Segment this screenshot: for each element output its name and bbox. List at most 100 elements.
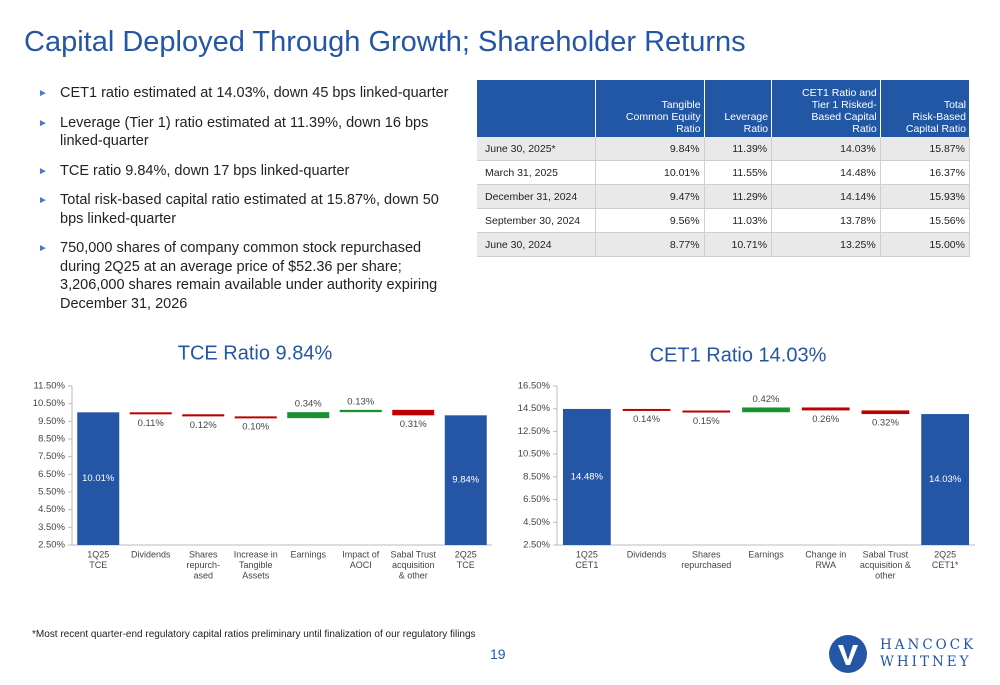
x-tick-label: Dividends (131, 549, 171, 559)
table-cell: 15.93% (880, 184, 971, 209)
bar (742, 407, 790, 413)
value-label: 0.32% (872, 418, 899, 429)
value-label: 0.14% (633, 414, 660, 425)
y-tick-label: 4.50% (38, 504, 65, 515)
bar (801, 407, 850, 411)
y-tick-label: 9.50% (38, 416, 65, 427)
logo-text: HANCOCK (880, 637, 977, 653)
y-tick-label: 2.50% (523, 540, 550, 551)
x-tick-label: Sabal Trust (863, 549, 909, 559)
x-tick-label: other (875, 570, 896, 580)
x-tick-label: Sabal Trust (390, 549, 436, 559)
x-tick-label: acquisition & (860, 560, 911, 570)
table-cell: December 31, 2024 (477, 184, 596, 209)
capital-table: Tangible Common Equity Ratio Leverage Ratio C… (477, 80, 971, 257)
x-tick-label: repurch- (186, 560, 220, 570)
header-text: Capital Ratio (905, 123, 966, 135)
x-tick-label: CET1* (932, 560, 959, 570)
header-text: CET1 Ratio and (802, 87, 877, 99)
bullet: Total risk-based capital ratio estimated… (38, 191, 453, 228)
x-tick-label: Earnings (290, 549, 326, 559)
y-tick-label: 4.50% (523, 517, 550, 528)
table-cell: June 30, 2025* (477, 137, 596, 161)
slide-title: Capital Deployed Through Growth; Shareho… (24, 26, 746, 58)
value-label: 0.34% (295, 399, 322, 410)
header-text: Tier 1 Risked- (811, 99, 877, 111)
y-tick-label: 11.50% (33, 381, 65, 392)
header-text: Ratio (852, 123, 877, 135)
table-cell: 11.03% (704, 208, 773, 233)
x-tick-label: 2Q25 (934, 549, 956, 559)
bullet: CET1 ratio estimated at 14.03%, down 45 … (38, 84, 453, 103)
y-tick-label: 14.50% (518, 403, 551, 414)
table-cell: 11.39% (704, 137, 773, 161)
x-tick-label: 1Q25 (87, 549, 109, 559)
x-tick-label: TCE (457, 560, 475, 570)
x-tick-label: Earnings (748, 549, 784, 559)
x-tick-label: Increase in (234, 549, 278, 559)
x-tick-label: Shares (189, 549, 218, 559)
value-label: 10.01% (82, 473, 115, 484)
table-cell: September 30, 2024 (477, 208, 596, 233)
bar (287, 412, 330, 419)
y-tick-label: 6.50% (38, 469, 65, 480)
x-tick-label: CET1 (575, 560, 598, 570)
x-tick-label: Assets (242, 570, 270, 580)
header-text: Total (943, 99, 966, 111)
bar (234, 416, 277, 419)
bar (682, 410, 731, 413)
value-label: 0.31% (400, 419, 427, 430)
chart-title: TCE Ratio 9.84% (178, 342, 333, 364)
x-tick-label: acquisition (392, 560, 435, 570)
logo: HANCOCK WHITNEY (828, 634, 978, 674)
table-cell: 10.01% (595, 160, 705, 185)
value-label: 9.84% (452, 475, 479, 486)
header-cell (477, 80, 596, 137)
page-number: 19 (490, 646, 506, 662)
value-label: 14.48% (571, 471, 604, 482)
table-cell: 9.84% (595, 137, 705, 161)
bar (444, 415, 487, 545)
y-tick-label: 8.50% (523, 471, 550, 482)
logo-text: WHITNEY (880, 654, 972, 670)
bullet: 750,000 shares of company common stock r… (38, 239, 453, 313)
table-cell: 9.56% (595, 208, 705, 233)
bar (392, 409, 435, 416)
y-tick-label: 16.50% (518, 381, 551, 392)
header-text: Tangible (661, 99, 701, 111)
bullet-list: CET1 ratio estimated at 14.03%, down 45 … (38, 84, 453, 324)
y-tick-label: 7.50% (38, 451, 65, 462)
table-cell: 11.29% (704, 184, 773, 209)
x-tick-label: Change in (805, 549, 846, 559)
table-row: June 30, 2024 8.77% 10.71% 13.25% 15.00% (477, 232, 971, 257)
table-cell: 13.25% (771, 232, 881, 257)
table-cell: 16.37% (880, 160, 971, 185)
header-cell: Leverage Ratio (704, 80, 773, 137)
bar (921, 414, 970, 545)
header-cell: Total Risk-Based Capital Ratio (880, 80, 971, 137)
table-cell: 9.47% (595, 184, 705, 209)
bar (861, 410, 910, 415)
x-tick-label: Impact of (342, 549, 380, 559)
header-text: Based Capital (811, 111, 877, 123)
y-tick-label: 10.50% (33, 398, 66, 409)
table-cell: 10.71% (704, 232, 773, 257)
bar (622, 408, 671, 411)
y-tick-label: 5.50% (38, 487, 65, 498)
header-text: Leverage (724, 111, 769, 123)
table-row: September 30, 2024 9.56% 11.03% 13.78% 15.56… (477, 208, 971, 233)
table-cell: 14.14% (771, 184, 881, 209)
value-label: 0.26% (812, 414, 839, 425)
x-tick-label: Tangible (239, 560, 273, 570)
value-label: 0.13% (347, 396, 374, 407)
header-text: Ratio (676, 123, 701, 135)
table-cell: 14.03% (771, 137, 881, 161)
y-tick-label: 12.50% (518, 426, 551, 437)
logo-mark (829, 635, 867, 673)
x-tick-label: RWA (815, 560, 836, 570)
charts: TCE Ratio 9.84% 2.50% 3.50% 4.50% 5.50% 6.50%… (33, 342, 975, 580)
y-tick-label: 2.50% (38, 540, 65, 551)
x-tick-label: & other (399, 570, 428, 580)
table-cell: 15.87% (880, 137, 971, 161)
